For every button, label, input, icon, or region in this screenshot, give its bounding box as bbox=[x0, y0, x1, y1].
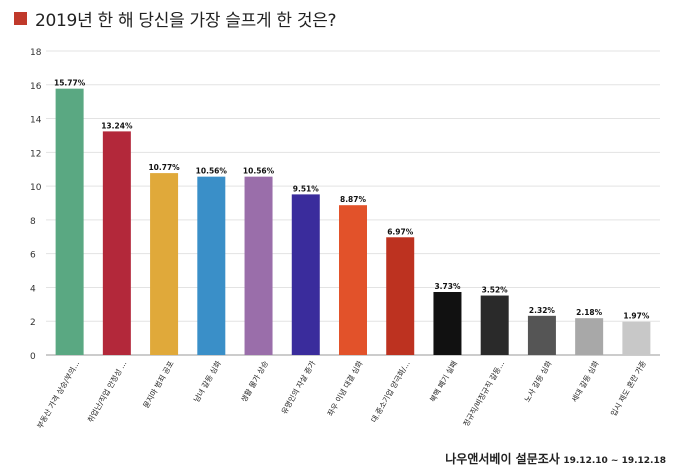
data-label: 8.87% bbox=[340, 195, 367, 204]
x-tick-label: 묻지마 범죄 공포 bbox=[140, 359, 175, 410]
bar bbox=[575, 318, 604, 355]
data-label: 6.97% bbox=[387, 227, 414, 236]
x-tick-label: 부동산 가격 상승/부의... bbox=[34, 359, 81, 430]
x-tick-label: 노사 갈등 심화 bbox=[522, 359, 554, 404]
y-tick-label: 4 bbox=[30, 284, 36, 294]
bar bbox=[244, 176, 273, 355]
x-tick-label: 정규직/비정규직 갈등... bbox=[461, 359, 507, 428]
x-tick-label: 좌우 이념 대결 심화 bbox=[325, 359, 365, 418]
y-tick-label: 6 bbox=[30, 251, 36, 261]
data-label: 3.52% bbox=[482, 286, 509, 295]
bar bbox=[339, 205, 367, 355]
x-tick-label: 북핵 폐기 실패 bbox=[427, 359, 459, 404]
bar bbox=[150, 173, 179, 355]
data-label: 10.56% bbox=[243, 167, 275, 176]
y-tick-label: 12 bbox=[30, 149, 41, 159]
data-label: 13.24% bbox=[101, 121, 133, 130]
data-label: 2.18% bbox=[576, 308, 603, 317]
y-tick-label: 10 bbox=[30, 183, 42, 193]
x-tick-label: 입시 제도 혼란 가중 bbox=[608, 359, 648, 418]
y-tick-label: 16 bbox=[30, 82, 42, 92]
x-tick-label: 남녀 갈등 심화 bbox=[191, 359, 223, 404]
x-tick-label: 세대 갈등 심화 bbox=[569, 359, 601, 404]
data-label: 2.32% bbox=[529, 306, 556, 315]
data-label: 1.97% bbox=[623, 312, 650, 321]
y-tick-label: 2 bbox=[30, 318, 36, 328]
y-tick-label: 0 bbox=[30, 352, 36, 362]
title-marker-icon bbox=[14, 12, 27, 25]
y-tick-label: 8 bbox=[30, 217, 36, 227]
data-label: 10.77% bbox=[148, 163, 180, 172]
footer-source: 나우앤서베이 설문조사 19.12.10 ~ 19.12.18 bbox=[445, 450, 666, 467]
chart-title: 2019년 한 해 당신을 가장 슬프게 한 것은? bbox=[35, 11, 337, 31]
x-tick-label: 유명인의 자살 증가 bbox=[279, 359, 318, 416]
bar bbox=[291, 194, 320, 355]
bar bbox=[433, 292, 462, 355]
y-tick-label: 14 bbox=[30, 116, 42, 126]
x-tick-label: 취업난/직업 안정성 ... bbox=[85, 359, 128, 424]
bar bbox=[102, 131, 131, 355]
bar bbox=[622, 321, 651, 355]
data-label: 3.73% bbox=[434, 282, 461, 291]
x-tick-label: 대.중소기업 양극화/... bbox=[369, 359, 412, 424]
survey-date: 19.12.10 ~ 19.12.18 bbox=[563, 456, 666, 466]
data-label: 9.51% bbox=[293, 184, 320, 193]
data-label: 15.77% bbox=[54, 79, 86, 88]
survey-org: 나우앤서베이 설문조사 bbox=[445, 452, 560, 466]
title-row: 2019년 한 해 당신을 가장 슬프게 한 것은? bbox=[14, 6, 337, 31]
bar bbox=[197, 176, 226, 355]
y-tick-label: 18 bbox=[30, 48, 42, 58]
data-label: 10.56% bbox=[196, 167, 228, 176]
bar bbox=[386, 237, 415, 355]
x-tick-label: 생활 물가 상승 bbox=[238, 359, 270, 404]
bar bbox=[55, 88, 84, 355]
bar bbox=[480, 295, 509, 355]
bar bbox=[527, 315, 556, 355]
